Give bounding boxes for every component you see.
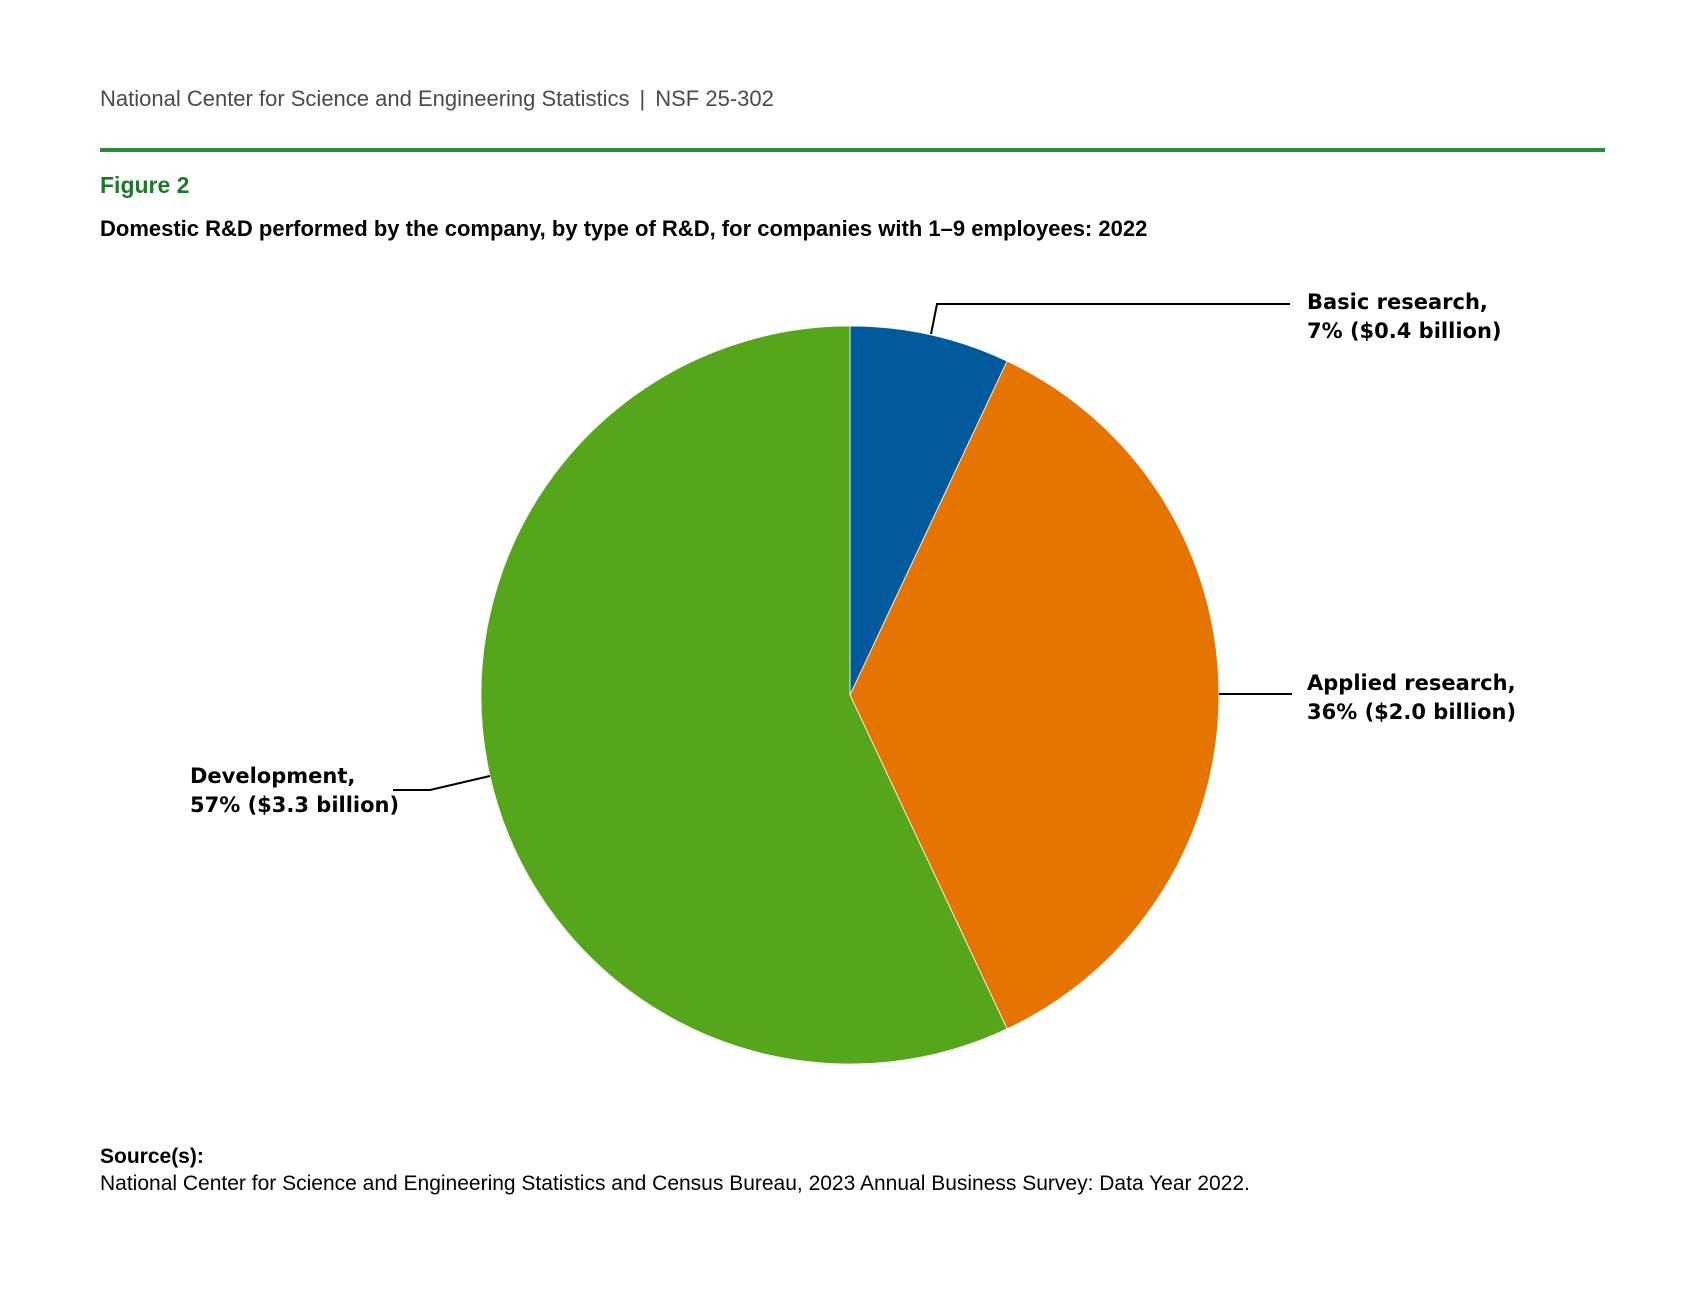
header-divider: [100, 148, 1605, 152]
header-org: National Center for Science and Engineer…: [100, 86, 630, 111]
figure-label: Figure 2: [100, 172, 190, 198]
label-applied-line1: Applied research,: [1307, 671, 1516, 695]
pie-slices: [480, 325, 1220, 1065]
page-header: National Center for Science and Engineer…: [100, 86, 774, 112]
pie-slice-applied-research: [849, 360, 1220, 1030]
data-label-applied-research: Applied research, 36% ($2.0 billion): [1307, 671, 1523, 724]
header-report-id: NSF 25-302: [655, 86, 774, 111]
leader-line-basic-research: [930, 303, 1290, 335]
pie-slice-basic-research: [849, 325, 1008, 696]
label-development-line1: Development,: [190, 764, 355, 788]
data-label-development: Development, 57% ($3.3 billion): [190, 764, 399, 817]
header-separator: |: [639, 86, 646, 111]
label-basic-line1: Basic research,: [1307, 290, 1488, 314]
pie-slice-development: [480, 325, 1008, 1065]
source-label: Source(s):: [100, 1145, 204, 1168]
leader-line-development: [393, 775, 491, 791]
data-label-basic-research: Basic research, 7% ($0.4 billion): [1307, 290, 1502, 343]
label-basic-line2: 7% ($0.4 billion): [1307, 319, 1502, 343]
label-development-line2: 57% ($3.3 billion): [190, 793, 399, 817]
label-applied-line2: 36% ($2.0 billion): [1307, 700, 1516, 724]
source-text: National Center for Science and Engineer…: [100, 1172, 1250, 1195]
figure-title: Domestic R&D performed by the company, b…: [100, 216, 1148, 241]
